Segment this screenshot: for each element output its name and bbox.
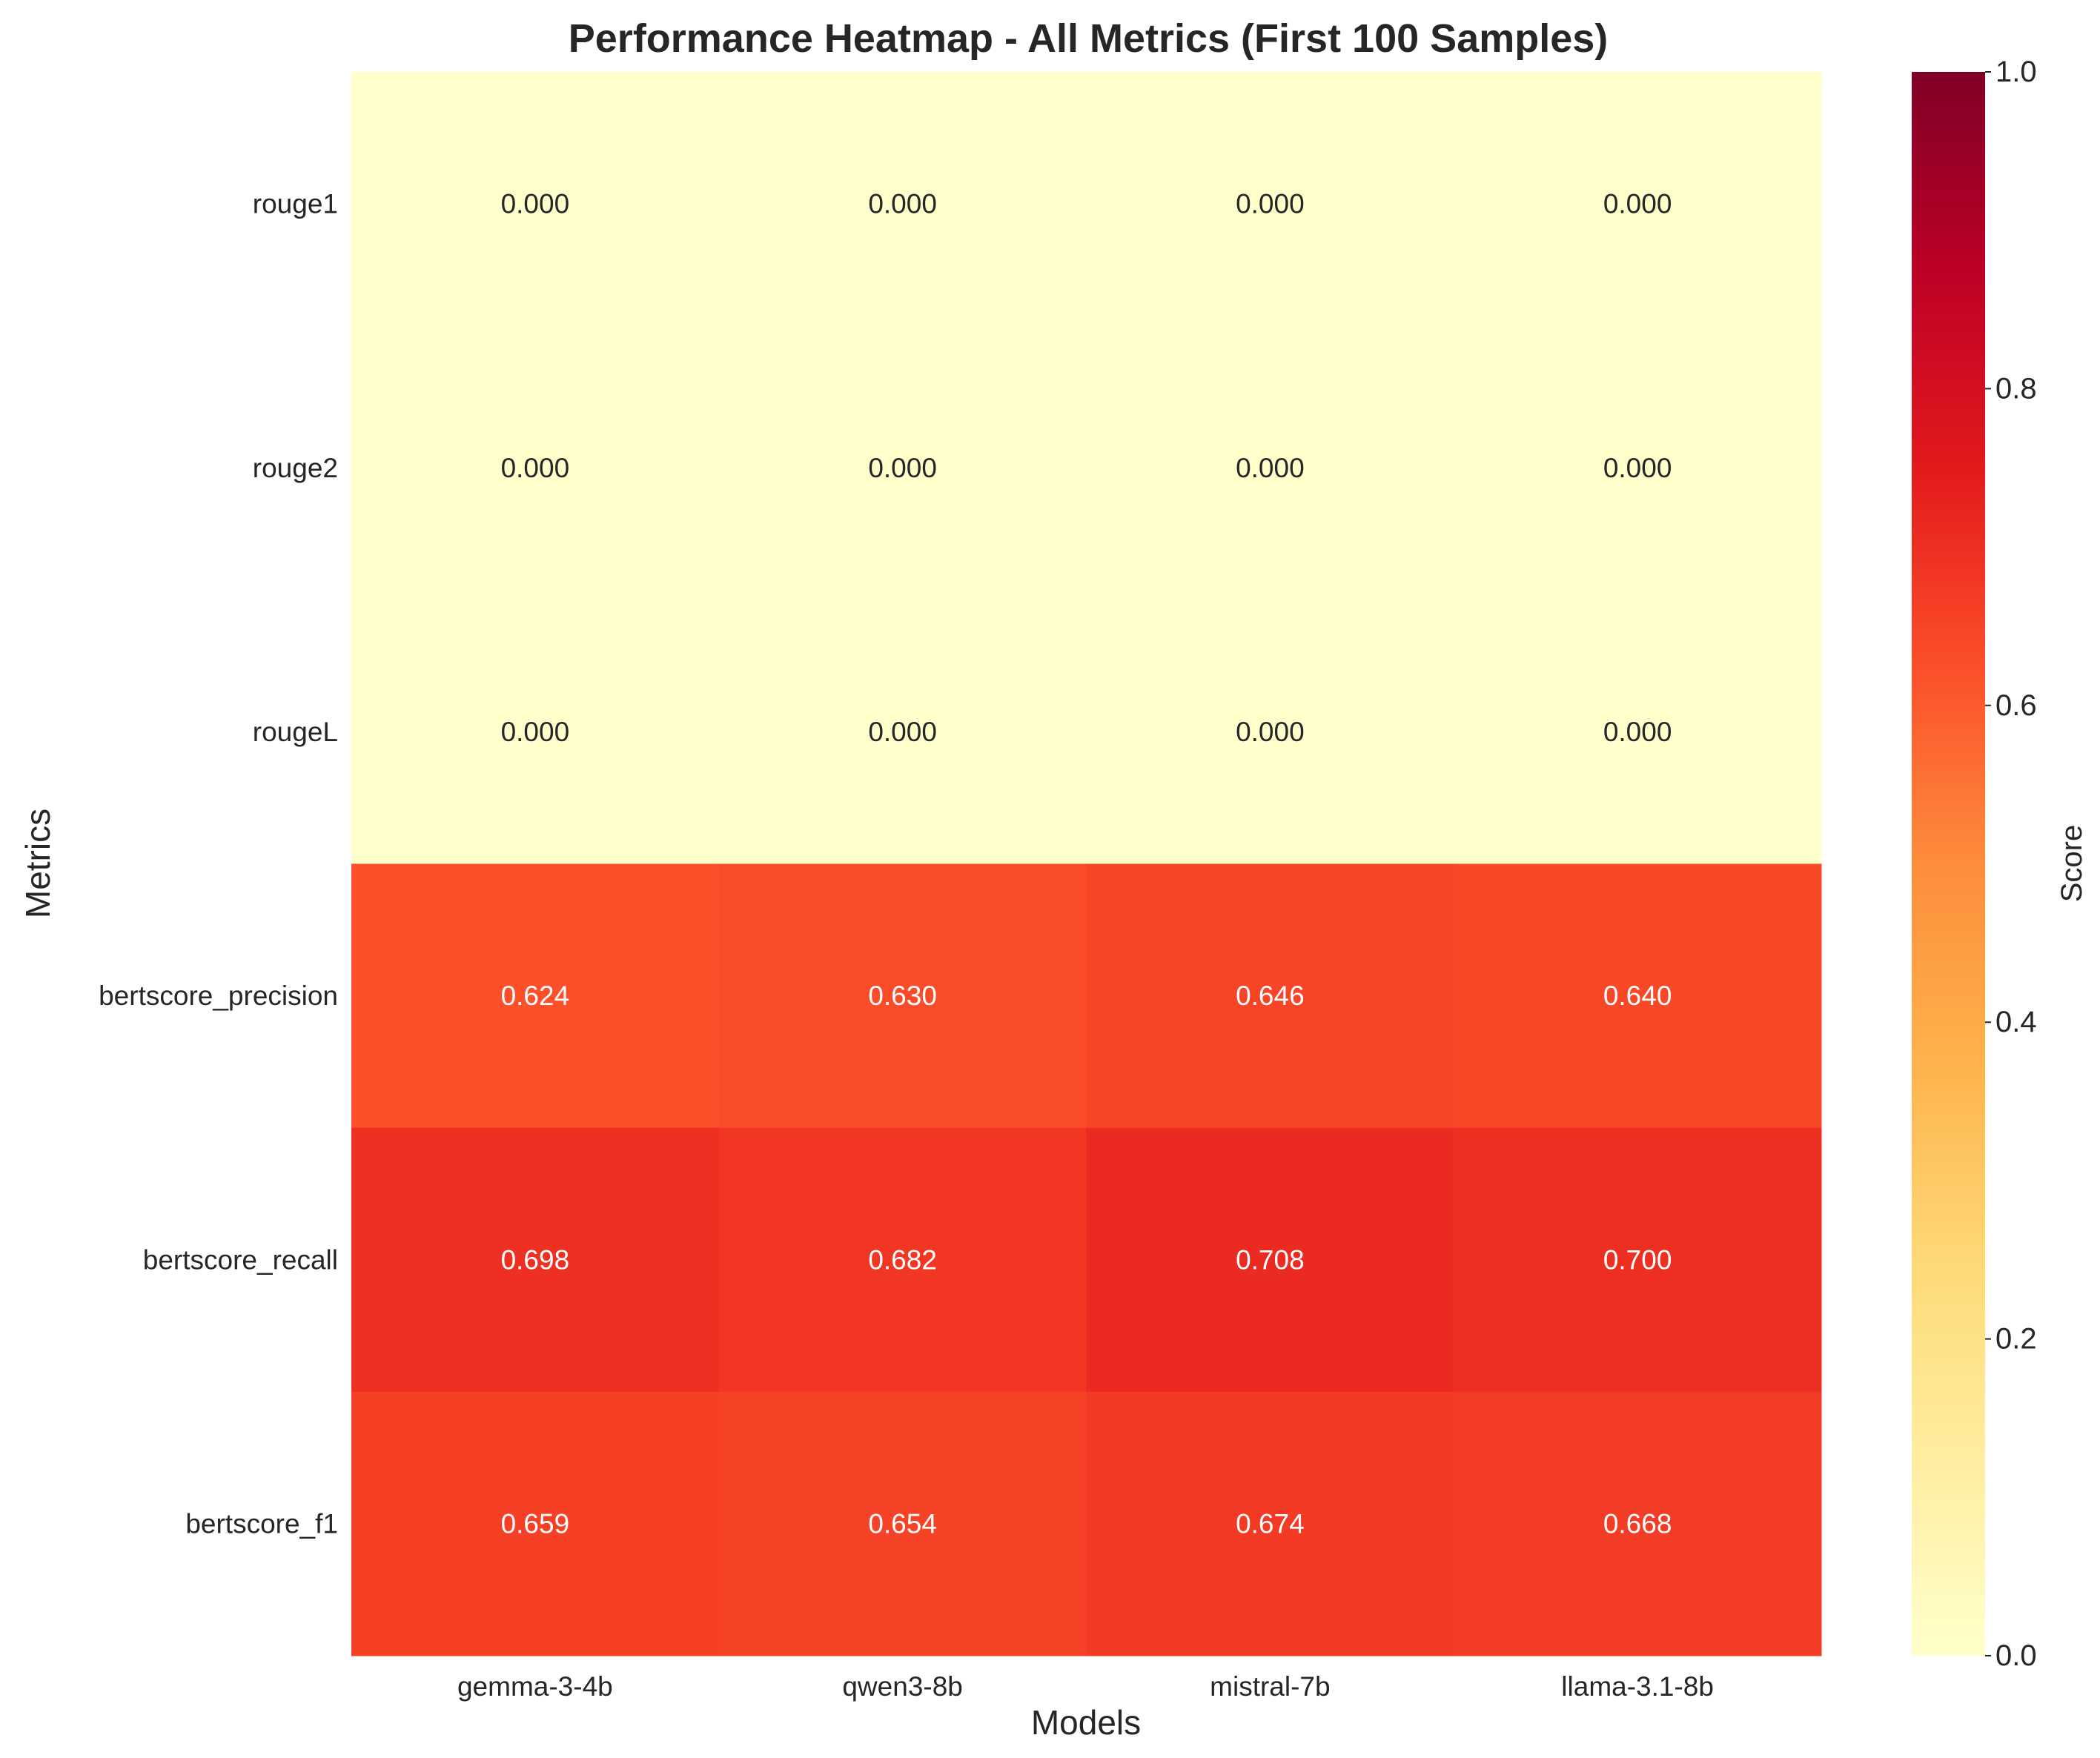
heatmap-cell-value: 0.000: [1603, 189, 1672, 219]
x-tick-label: qwen3-8b: [842, 1671, 963, 1702]
heatmap-cell: [351, 1127, 720, 1393]
heatmap-cell: [1454, 336, 1822, 600]
colorbar-tick-label: 0.6: [1995, 689, 2037, 722]
heatmap-cell-value: 0.698: [501, 1244, 570, 1275]
heatmap-cell: [351, 336, 720, 600]
y-axis-label: Metrics: [19, 809, 57, 918]
heatmap-cell: [1086, 72, 1454, 336]
heatmap-cell-value: 0.624: [501, 981, 570, 1011]
heatmap-cell: [718, 336, 1087, 600]
heatmap-cell-value: 0.000: [1236, 189, 1305, 219]
heatmap-cell-value: 0.000: [1603, 717, 1672, 747]
heatmap-cell: [718, 1391, 1087, 1656]
heatmap-cell: [1086, 336, 1454, 600]
chart-title: Performance Heatmap - All Metrics (First…: [569, 16, 1609, 61]
colorbar-tick-label: 0.0: [1995, 1639, 2037, 1672]
heatmap-cell: [718, 72, 1087, 336]
heatmap-cells: [351, 72, 1822, 1656]
heatmap-cell: [1086, 863, 1454, 1129]
heatmap-cell-value: 0.674: [1236, 1508, 1305, 1539]
heatmap-cell: [718, 1127, 1087, 1393]
x-tick-labels: gemma-3-4b qwen3-8b mistral-7b llama-3.1-8b: [457, 1671, 1714, 1702]
heatmap-cell-value: 0.000: [501, 453, 570, 483]
heatmap-cell-value: 0.000: [868, 717, 937, 747]
colorbar-label: Score: [2056, 825, 2088, 903]
heatmap-cell: [1086, 1391, 1454, 1656]
colorbar-tick-label: 1.0: [1995, 56, 2037, 88]
heatmap-cell: [351, 1391, 720, 1656]
heatmap-cell-value: 0.654: [868, 1508, 937, 1539]
colorbar-tick-label: 0.4: [1995, 1006, 2037, 1038]
y-tick-labels: rouge1 rouge2 rougeL bertscore_precisionber…: [99, 189, 338, 1539]
y-tick-label: bertscore_f1: [185, 1508, 338, 1539]
colorbar: [1912, 72, 1985, 1656]
y-tick-label: rouge2: [253, 453, 338, 483]
heatmap-cell-value: 0.708: [1236, 1244, 1305, 1275]
heatmap-cell: [1454, 72, 1822, 336]
x-tick-label: gemma-3-4b: [457, 1671, 613, 1702]
heatmap-cell-value: 0.000: [501, 189, 570, 219]
heatmap-cell: [1454, 1127, 1822, 1393]
y-tick-label: rouge1: [253, 189, 338, 219]
heatmap-cell: [351, 72, 720, 336]
heatmap-cell-value: 0.000: [501, 717, 570, 747]
heatmap-cell: [1454, 600, 1822, 864]
heatmap-cell: [1454, 1391, 1822, 1656]
heatmap-cell-value: 0.700: [1603, 1244, 1672, 1275]
colorbar-ticks: 0.0 0.2 0.4 0.6 0.8 1.0: [1985, 56, 2037, 1672]
heatmap-cell: [351, 600, 720, 864]
x-axis-label: Models: [1031, 1703, 1141, 1742]
heatmap-cell-value: 0.000: [868, 189, 937, 219]
y-tick-label: rougeL: [253, 717, 338, 747]
heatmap-cell-value: 0.682: [868, 1244, 937, 1275]
heatmap-cell-value: 0.659: [501, 1508, 570, 1539]
heatmap-cell: [1086, 600, 1454, 864]
heatmap-cell-value: 0.646: [1236, 981, 1305, 1011]
y-tick-label: bertscore_recall: [143, 1244, 338, 1275]
x-tick-label: mistral-7b: [1210, 1671, 1330, 1702]
heatmap-cell-value: 0.000: [868, 453, 937, 483]
heatmap-cell: [718, 863, 1087, 1129]
heatmap-cell-value: 0.000: [1603, 453, 1672, 483]
heatmap-cell-labels: 0.000 0.000 0.000 0.000 0.000 0.000 0.000 0.000…: [501, 189, 1672, 1539]
heatmap-cell-value: 0.630: [868, 981, 937, 1011]
colorbar-tick-label: 0.2: [1995, 1323, 2037, 1356]
heatmap-cell: [718, 600, 1087, 864]
heatmap-cell: [351, 863, 720, 1129]
x-tick-label: llama-3.1-8b: [1561, 1671, 1714, 1702]
heatmap-cell: [1454, 863, 1822, 1129]
heatmap-cell: [1086, 1127, 1454, 1393]
heatmap-cell-value: 0.640: [1603, 981, 1672, 1011]
heatmap-cell-value: 0.000: [1236, 453, 1305, 483]
heatmap-cell-value: 0.668: [1603, 1508, 1672, 1539]
y-tick-label: bertscore_precision: [99, 981, 338, 1011]
heatmap-cell-value: 0.000: [1236, 717, 1305, 747]
colorbar-tick-label: 0.8: [1995, 372, 2037, 405]
